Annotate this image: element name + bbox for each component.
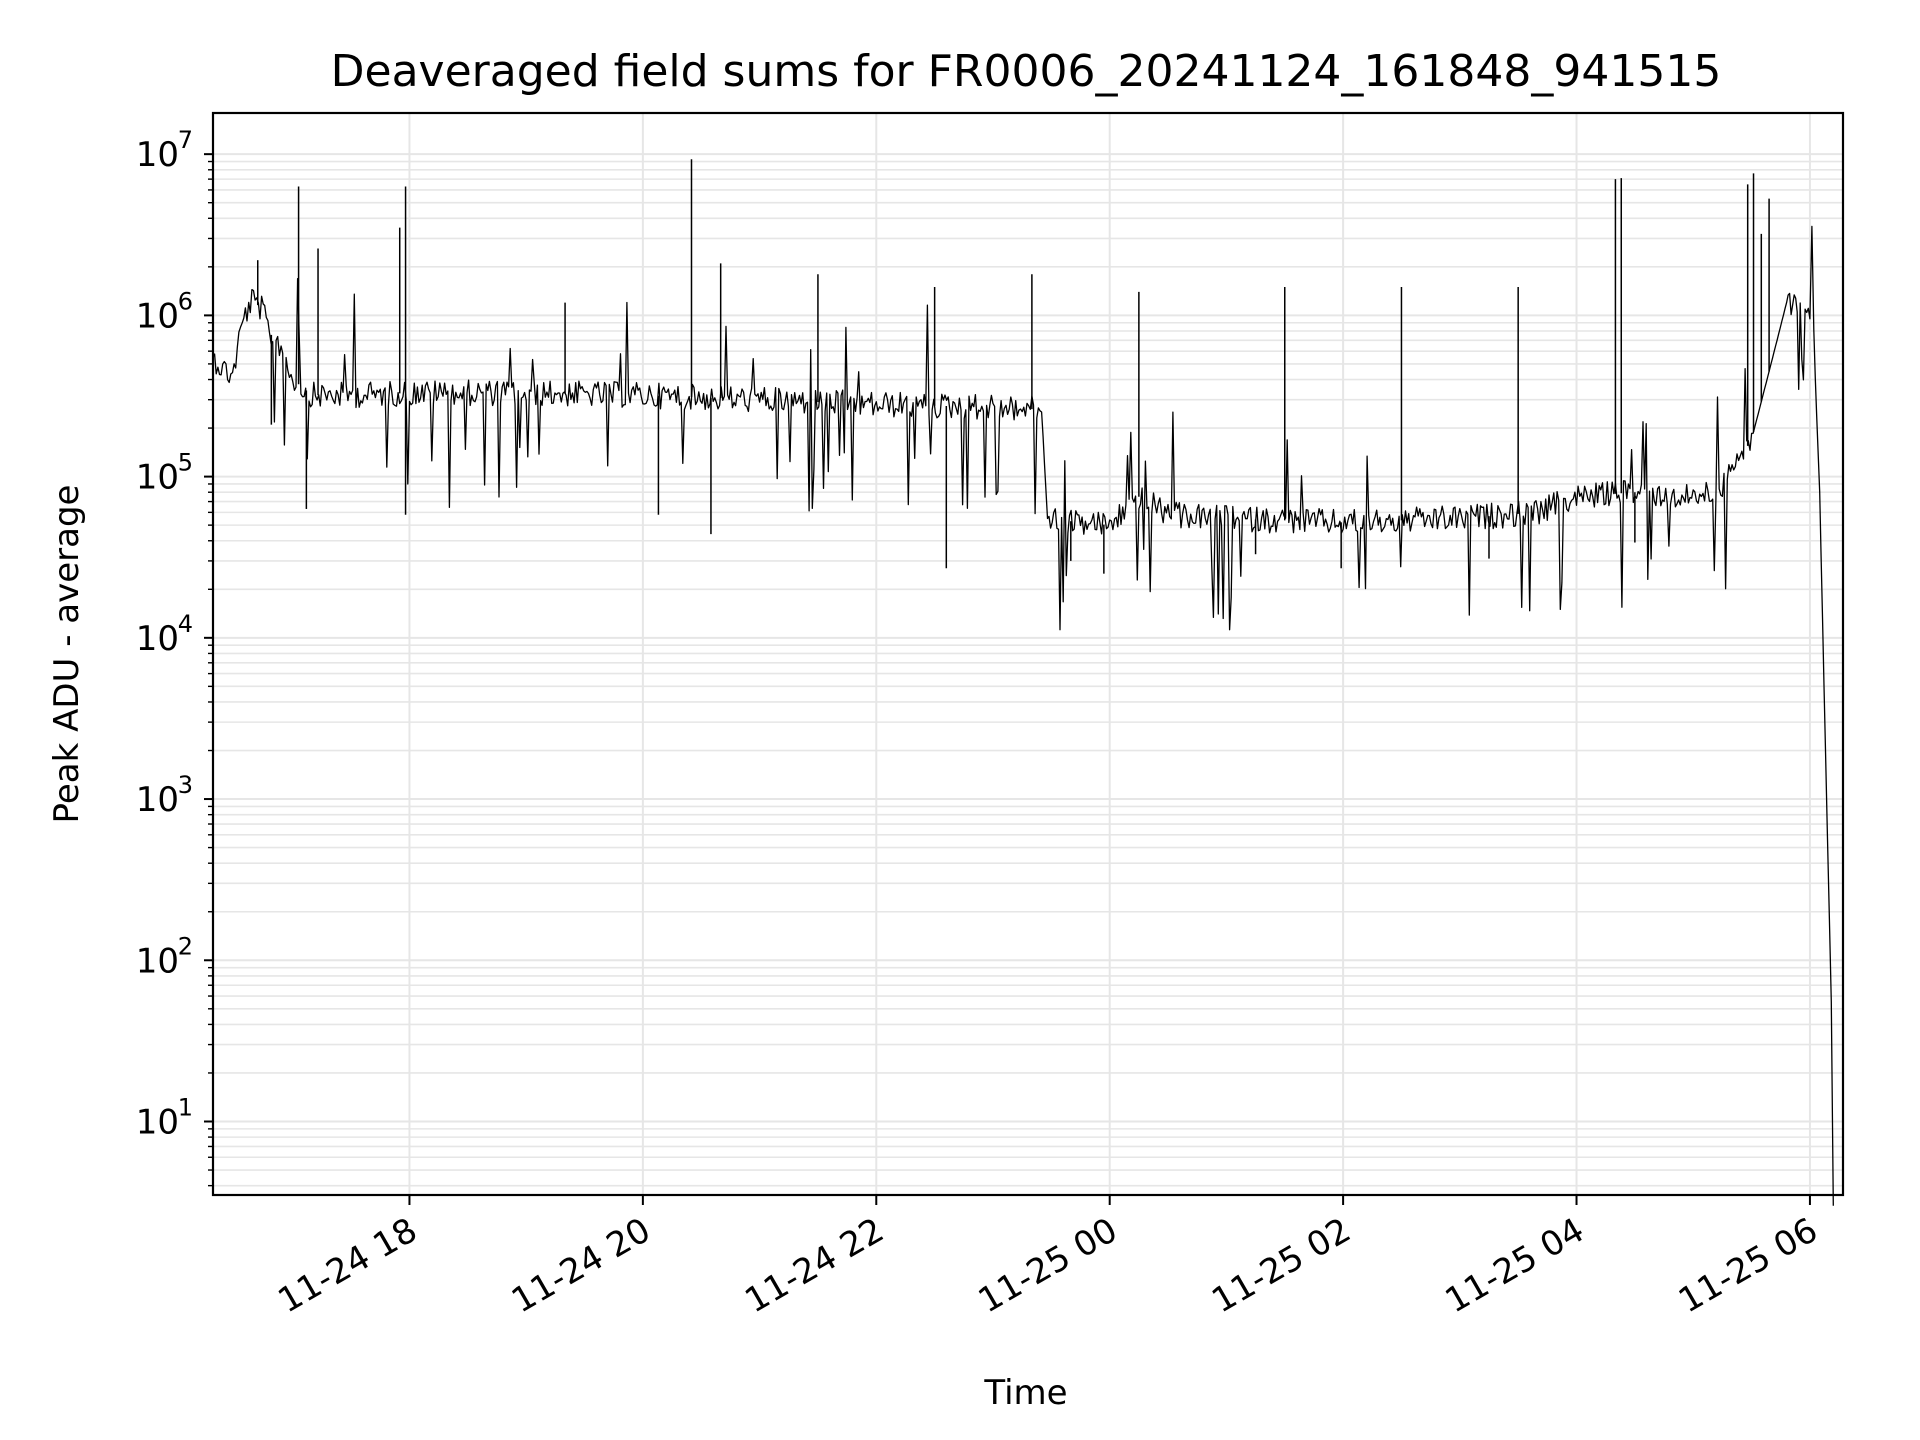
y-tick-label: 10 (136, 458, 179, 498)
y-tick-exponent: 4 (178, 610, 193, 638)
y-tick-base: 10 (136, 296, 179, 336)
series-line (212, 225, 1834, 1206)
y-tick-base: 10 (136, 1102, 179, 1142)
chart-title: Deaveraged field sums for FR0006_2024112… (331, 46, 1722, 97)
y-tick-exponent: 1 (178, 1093, 193, 1121)
y-tick-base: 10 (136, 780, 179, 820)
y-tick-label: 10 (136, 1102, 179, 1142)
y-tick-base: 10 (136, 458, 179, 498)
x-tick-label: 11-24 20 (505, 1210, 657, 1321)
x-axis-ticks: 11-24 18 11-24 20 11-24 22 11-25 00 11-25 02… (272, 1195, 1824, 1321)
y-tick-label: 10 (136, 780, 179, 820)
y-tick-exponent: 6 (178, 287, 193, 315)
x-tick-label: 11-25 02 (1205, 1210, 1357, 1321)
y-tick-exponent: 7 (178, 126, 193, 154)
x-tick-label: 11-25 06 (1672, 1210, 1824, 1321)
y-tick-base: 10 (136, 941, 179, 981)
x-tick-label: 11-25 04 (1439, 1210, 1591, 1321)
y-tick-exponent: 3 (178, 771, 193, 799)
x-axis-label: Time (983, 1373, 1067, 1413)
grid (213, 113, 1843, 1195)
y-tick-exponent: 2 (178, 932, 193, 960)
x-tick-label: 11-24 22 (738, 1210, 890, 1321)
y-tick-label: 10 (136, 941, 179, 981)
y-tick-exponent: 5 (178, 449, 193, 477)
y-axis-label: Peak ADU - average (47, 485, 87, 824)
y-tick-base: 10 (136, 619, 179, 659)
y-tick-label: 10 (136, 135, 179, 175)
x-tick-label: 11-24 18 (272, 1210, 424, 1321)
y-tick-label: 10 (136, 619, 179, 659)
data-series (212, 159, 1834, 1206)
y-tick-base: 10 (136, 135, 179, 175)
x-tick-label: 11-25 00 (972, 1210, 1124, 1321)
y-tick-label: 10 (136, 296, 179, 336)
